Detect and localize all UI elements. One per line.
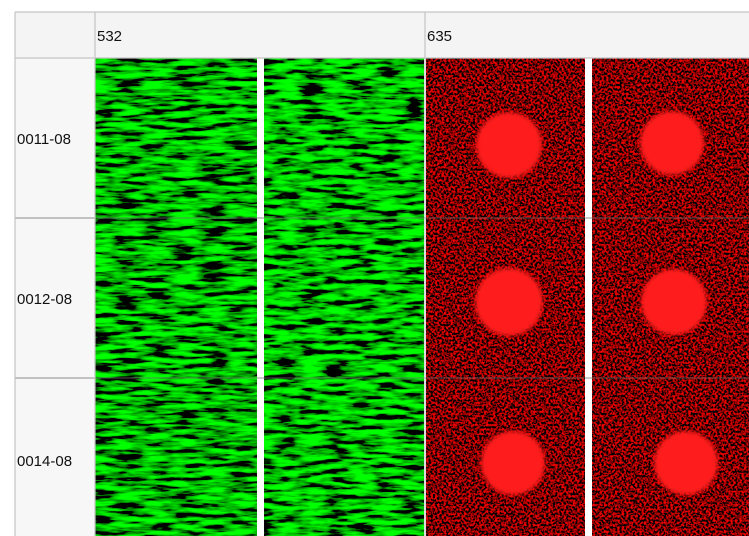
spot [475,268,543,336]
scan-image [264,58,424,536]
row-label: 0011-08 [17,131,71,148]
image-gap [585,58,592,536]
spot [641,269,707,335]
column-header: 532 [97,28,122,45]
row-label: 0014-08 [17,453,72,470]
scan-image [95,58,257,536]
spot [476,112,542,178]
scan-table: 532 635 0011-08 0012-08 0014-08 [0,0,749,536]
row-label: 0012-08 [17,291,72,308]
column-header: 635 [427,28,452,45]
spot [640,111,704,175]
spot [654,431,718,495]
page: 532 635 0011-08 0012-08 0014-08 (() => {… [0,0,749,536]
spot [481,431,545,495]
header-row [15,12,749,58]
image-gap [257,58,264,536]
